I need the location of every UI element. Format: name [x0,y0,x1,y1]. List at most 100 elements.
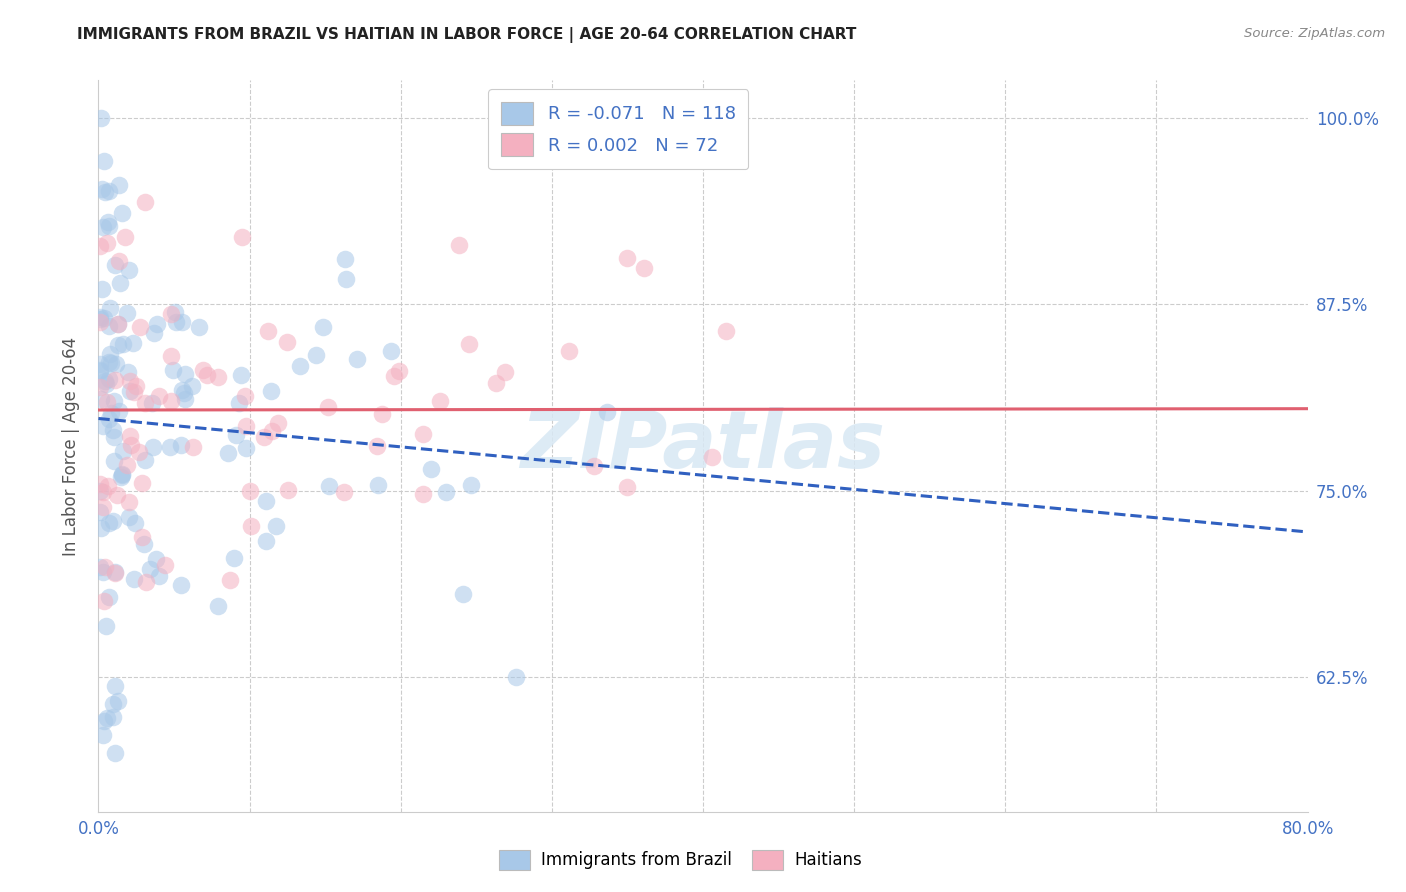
Point [93,714,115,729]
Point [207,599,229,613]
Point [94,376,117,391]
Point [346,351,368,366]
Point [94,559,117,574]
Point [89,363,111,377]
Point [89,505,111,519]
Point [91,728,114,742]
Point [89,380,111,394]
Point [276,335,298,350]
Point [148,569,170,583]
Point [115,306,138,320]
Point [239,483,262,498]
Point [118,495,141,509]
Point [103,423,125,437]
Point [91,566,114,580]
Text: Immigrants from Brazil: Immigrants from Brazil [541,851,733,869]
Point [174,367,197,381]
Point [366,439,388,453]
Point [254,534,277,549]
Point [122,336,145,351]
Point [96,619,118,633]
Point [256,493,278,508]
Point [277,483,299,497]
Point [335,272,357,286]
FancyBboxPatch shape [499,850,530,870]
Point [97,371,120,385]
Text: IMMIGRANTS FROM BRAZIL VS HAITIAN IN LABOR FORCE | AGE 20-64 CORRELATION CHART: IMMIGRANTS FROM BRAZIL VS HAITIAN IN LAB… [77,27,856,43]
Point [135,574,157,589]
FancyBboxPatch shape [752,850,783,870]
Point [172,315,194,329]
Point [139,562,162,576]
Point [104,747,127,761]
Point [89,357,111,371]
Point [253,430,276,444]
Point [142,441,165,455]
Point [173,392,195,406]
Point [257,324,280,338]
Point [93,594,115,608]
Point [447,237,470,252]
Point [288,359,311,374]
Point [114,230,136,244]
Point [101,697,124,711]
Point [107,338,129,352]
Point [104,679,127,693]
Point [120,374,142,388]
Point [104,258,127,272]
Point [120,384,142,399]
Point [429,393,451,408]
Point [103,710,125,724]
Point [159,440,181,454]
Point [367,478,389,492]
Point [111,468,134,483]
Point [111,443,134,458]
Point [89,364,111,378]
Point [451,587,474,601]
Point [122,384,145,399]
Point [371,407,394,421]
Point [266,416,288,430]
Point [105,357,128,371]
Point [93,484,115,499]
Point [108,254,131,268]
Point [96,395,118,409]
Point [89,477,111,491]
Point [93,375,115,389]
Point [457,337,479,351]
Point [89,483,111,498]
Point [159,349,181,363]
Point [104,566,127,580]
Point [98,184,121,198]
Point [264,518,287,533]
Point [89,560,111,574]
Point [224,550,246,565]
Point [219,573,242,587]
Point [170,438,193,452]
Point [91,182,114,196]
Point [134,195,156,210]
Point [134,453,156,467]
Point [118,262,141,277]
Point [131,530,153,544]
Point [97,215,120,229]
Point [108,178,131,192]
Point [165,315,187,329]
Point [207,370,229,384]
Point [145,552,167,566]
Point [143,326,166,341]
Point [582,458,605,473]
Point [98,301,121,315]
Point [111,467,134,482]
Point [260,384,283,398]
Point [412,487,434,501]
Point [231,230,253,244]
Point [90,521,112,535]
Point [160,394,183,409]
Point [118,509,141,524]
Point [90,392,112,406]
Point [412,427,434,442]
Point [100,356,122,370]
Point [96,711,118,725]
Point [485,376,508,390]
